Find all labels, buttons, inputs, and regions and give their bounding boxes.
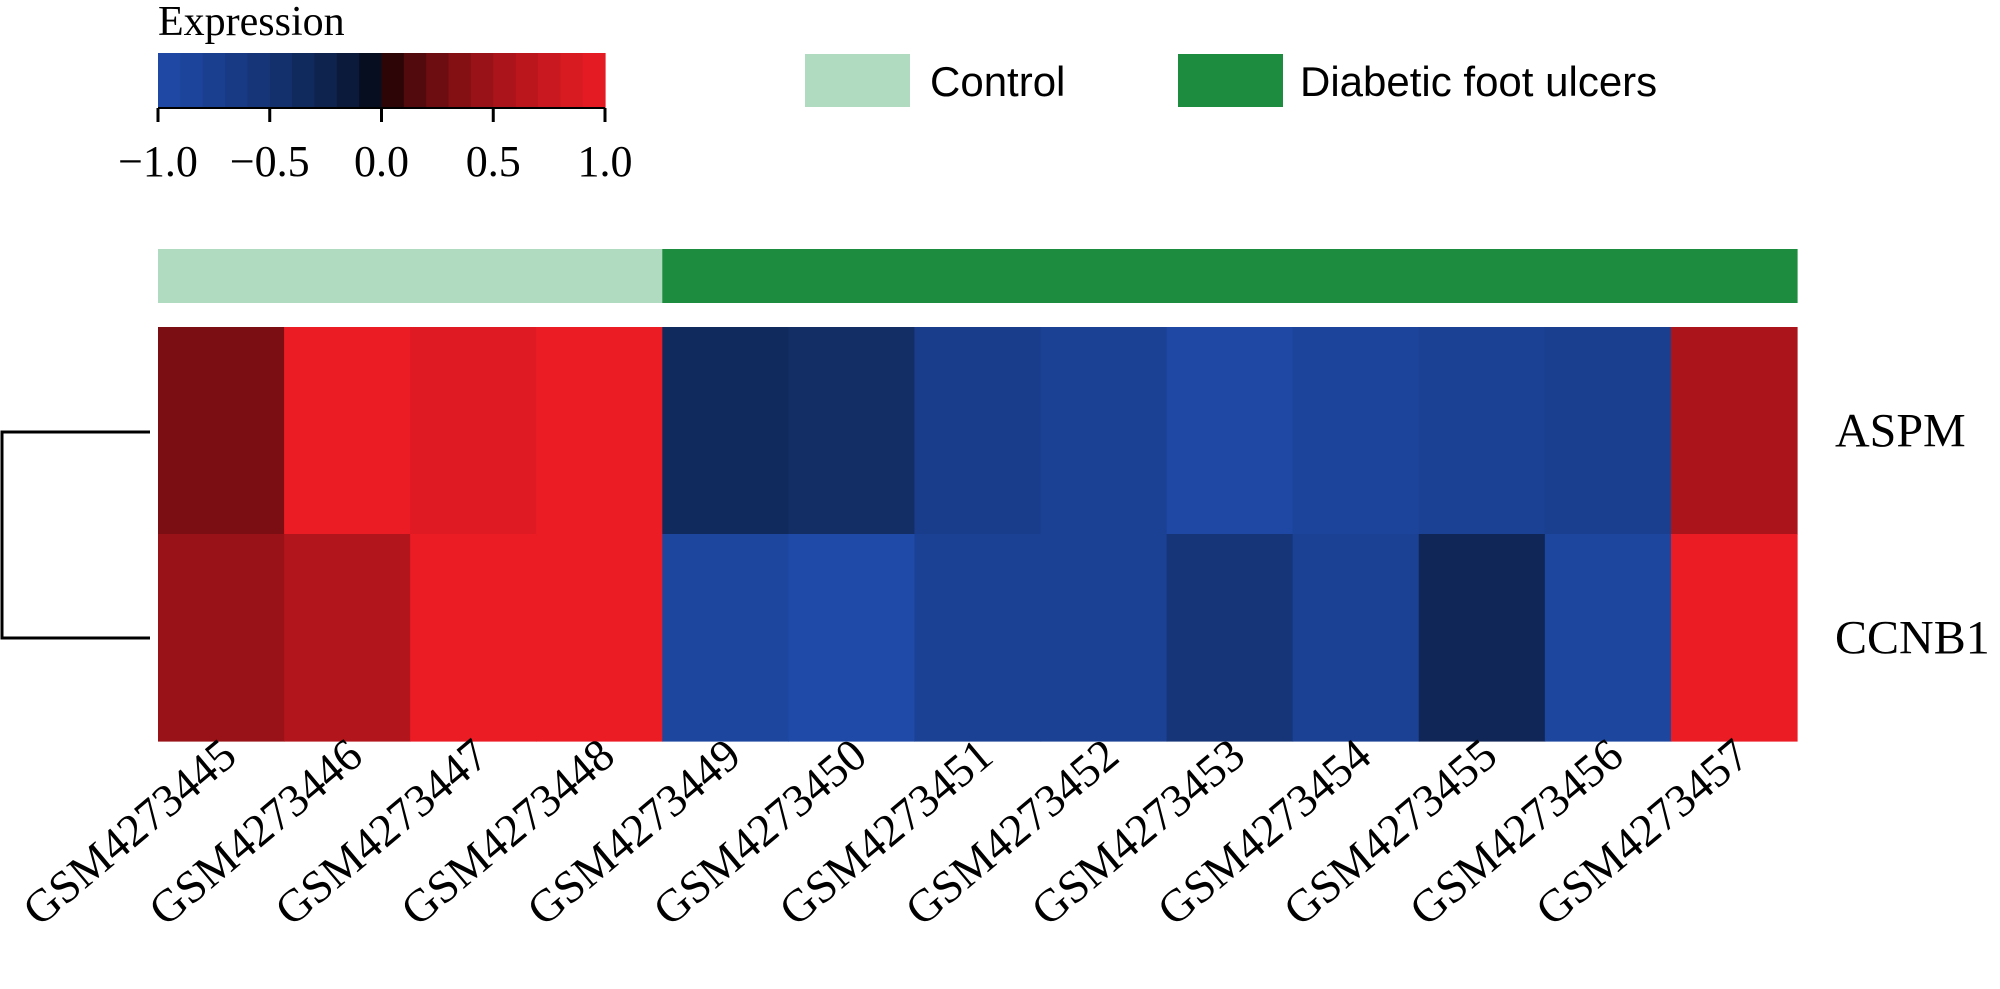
column-label: GSM4273449 [517,729,750,936]
group-bar-cell [1544,249,1672,303]
colorbar-segment [493,53,517,108]
colorbar-segment [470,53,494,108]
heatmap-cell [788,327,916,535]
colorbar-segment [292,53,316,108]
column-label: GSM4273457 [1526,729,1759,936]
colorbar-ticks: −1.0 −0.5 0.0 0.5 1.0 [118,108,633,186]
row-labels: ASPM CCNB1 [1835,405,1990,665]
group-bar-cell [1166,249,1294,303]
heatmap-cell [410,327,537,535]
heatmap-cell [158,534,285,742]
heatmap-cell [1040,327,1168,535]
colorbar-segment [202,53,226,108]
colorbar-title: Expression [158,0,345,45]
heatmap-cell [1544,327,1672,535]
heatmap-cell [284,327,411,535]
colorbar-segment [426,53,450,108]
heatmap-cell [914,534,1042,742]
group-bar-cell [788,249,916,303]
heatmap-cell [1670,327,1798,535]
group-bar-cell [536,249,663,303]
colorbar-segment [158,53,181,108]
colorbar-segment [448,53,472,108]
group-bar-cell [1670,249,1798,303]
colorbar-segment [314,53,338,108]
heatmap-cell [1292,327,1420,535]
group-bar-cell [662,249,789,303]
column-label: GSM4273447 [265,729,498,936]
row-label-aspm: ASPM [1835,405,1966,458]
heatmap-cell [410,534,537,742]
heatmap-cell [788,534,916,742]
column-labels: GSM4273445GSM4273446GSM4273447GSM4273448… [13,729,1758,936]
heatmap-cell [1166,327,1294,535]
legend-swatch-control [805,54,910,107]
colorbar-tick-label: 1.0 [578,137,633,186]
column-label: GSM4273446 [139,729,372,936]
group-bar-cell [914,249,1042,303]
colorbar-tick-label: 0.0 [354,137,409,186]
heatmap-cell [1418,534,1546,742]
legend-label-control: Control [930,58,1065,105]
column-label: GSM4273452 [896,729,1129,936]
colorbar: Expression −1.0 −0.5 0.0 0.5 1.0 [118,0,632,186]
colorbar-segment [336,53,360,108]
column-label: GSM4273455 [1274,729,1507,936]
heatmap-cell [536,327,663,535]
colorbar-segment [403,53,427,108]
heatmap-cell [1544,534,1672,742]
column-label: GSM4273456 [1400,729,1633,936]
colorbar-tick-label: 0.5 [466,137,521,186]
colorbar-gradient [158,53,606,108]
group-bar-cell [284,249,411,303]
colorbar-segment [537,53,561,108]
row-label-ccnb1: CCNB1 [1835,612,1990,665]
colorbar-segment [381,53,405,108]
heatmap-cell [1670,534,1798,742]
colorbar-tick-label: −0.5 [230,137,310,186]
dendrogram-branch [0,430,150,640]
column-label: GSM4273451 [769,729,1002,936]
heatmap-cell [1166,534,1294,742]
colorbar-segment [515,53,539,108]
heatmap-cells [158,327,1798,742]
colorbar-segment [560,53,584,108]
heatmap-cell [284,534,411,742]
heatmap-cell [662,327,789,535]
group-bar-cell [410,249,537,303]
group-bar-cell [1418,249,1546,303]
group-bar-cell [1292,249,1420,303]
colorbar-segment [359,53,383,108]
legend-swatch-diabetic-foot-ulcers [1178,54,1283,107]
column-label: GSM4273448 [391,729,624,936]
colorbar-segment [582,53,606,108]
column-label: GSM4273445 [13,729,246,936]
group-legend: Control Diabetic foot ulcers [805,54,1657,107]
heatmap-cell [1418,327,1546,535]
sample-group-annotation-bar [158,249,1798,303]
heatmap-cell [158,327,285,535]
legend-label-diabetic-foot-ulcers: Diabetic foot ulcers [1300,58,1657,105]
colorbar-tick-label: −1.0 [118,137,198,186]
colorbar-segment [180,53,204,108]
heatmap-cell [536,534,663,742]
group-bar-cell [158,249,285,303]
colorbar-segment [247,53,271,108]
row-dendrogram [0,430,150,640]
colorbar-segment [225,53,248,108]
heatmap-cell [1292,534,1420,742]
group-bar-cell [1040,249,1168,303]
column-label: GSM4273450 [643,729,876,936]
heatmap-cell [914,327,1042,535]
column-label: GSM4273453 [1022,729,1255,936]
colorbar-segment [269,53,293,108]
heatmap-cell [662,534,789,742]
heatmap-cell [1040,534,1168,742]
column-label: GSM4273454 [1148,729,1381,936]
